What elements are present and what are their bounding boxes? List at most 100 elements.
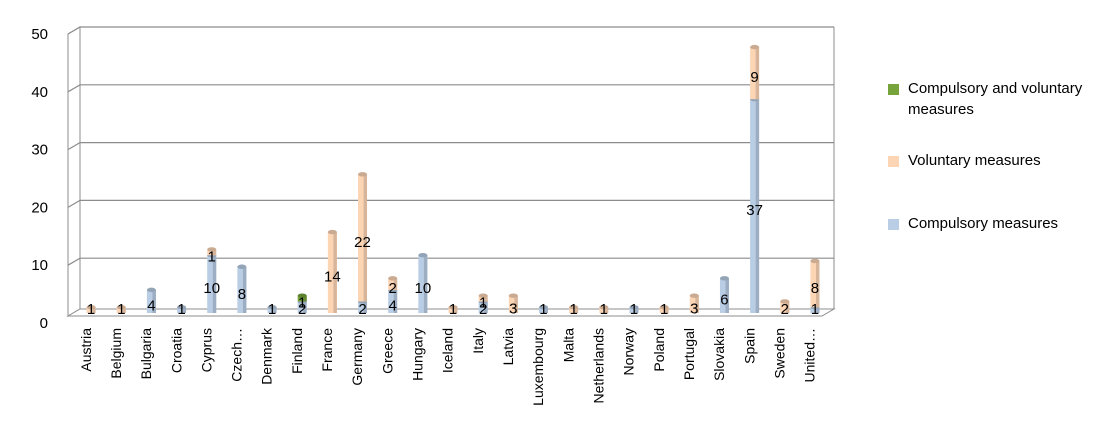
bar-body: [719, 278, 729, 313]
bar-segment-finland-compulsory-and-voluntary-measures: [297, 293, 307, 302]
bar-body: [689, 295, 699, 313]
data-label-norway-0: 1: [630, 301, 638, 318]
bar-body: [538, 307, 548, 313]
data-label-italy-1: 1: [479, 295, 487, 312]
bar-body: [327, 232, 337, 313]
data-label-denmark-0: 1: [268, 301, 276, 318]
bar-cap: [418, 253, 428, 258]
bar-segment-czech-compulsory-measures: [237, 264, 247, 313]
data-label-greece-1: 2: [389, 280, 397, 297]
x-tick-label-hungary: Hungary: [410, 328, 426, 381]
bar-cap: [569, 305, 579, 310]
bar-cap: [448, 305, 458, 310]
bar-cap: [719, 276, 729, 281]
bar-segment-greece-voluntary-measures: [388, 276, 398, 290]
x-tick-label-germany: Germany: [349, 328, 365, 386]
x-tick-label-united: United…: [802, 328, 818, 382]
y-tick-label-20: 20: [31, 199, 48, 216]
bar-shade: [695, 295, 699, 313]
bar-cap: [146, 287, 156, 293]
bar-cap: [327, 229, 337, 235]
bar-cap: [629, 305, 639, 310]
bar-segment-latvia-voluntary-measures: [508, 293, 518, 313]
bar-shade: [544, 307, 548, 313]
bar-shade: [182, 307, 187, 313]
data-label-luxembourg-0: 1: [539, 301, 547, 318]
data-label-greece-0: 4: [389, 297, 397, 314]
x-tick-label-croatia: Croatia: [168, 328, 184, 373]
bar-segment-malta-voluntary-measures: [569, 305, 579, 313]
legend-swatch-voluntary: [888, 156, 899, 167]
x-tick-label-czech: Czech…: [229, 328, 245, 382]
legend-item-compulsory: Compulsory measures: [888, 213, 1113, 234]
bar-cap: [116, 305, 126, 310]
x-tick-label-greece: Greece: [379, 328, 395, 374]
gridline-50: [67, 26, 834, 35]
bar-cap: [297, 293, 307, 298]
bar-segment-belgium-voluntary-measures: [116, 305, 126, 313]
x-tick-label-norway: Norway: [621, 328, 637, 375]
bar-segment-croatia-compulsory-measures: [177, 305, 187, 313]
data-label-spain-0: 37: [746, 202, 763, 219]
bar-shade: [604, 307, 609, 313]
x-tick-label-france: France: [319, 328, 335, 372]
bar-shade: [423, 255, 428, 313]
legend-label-compulsory: Compulsory measures: [908, 215, 1059, 232]
bar-shade: [393, 278, 398, 290]
x-tick-label-italy: Italy: [470, 328, 486, 354]
bar-segment-luxembourg-compulsory-measures: [538, 305, 548, 313]
bar-cap: [358, 172, 368, 177]
data-label-france-0: 14: [324, 269, 341, 286]
x-tick-label-austria: Austria: [78, 328, 94, 372]
legend-item-voluntary: Voluntary measures: [888, 150, 1113, 171]
y-tick-label-40: 40: [31, 84, 48, 101]
bar-body: [237, 266, 247, 313]
data-label-croatia-0: 1: [177, 301, 185, 318]
bar-body: [297, 301, 307, 313]
bar-segment-iceland-voluntary-measures: [448, 305, 458, 313]
data-label-iceland-0: 1: [449, 301, 457, 318]
bar-body: [599, 307, 609, 313]
bar-body: [297, 295, 307, 302]
bar-cap: [86, 305, 96, 310]
data-label-portugal-0: 3: [690, 300, 698, 317]
bar-cap: [267, 305, 277, 310]
bar-body: [508, 295, 518, 313]
x-tick-label-malta: Malta: [560, 328, 576, 362]
bar-shade: [514, 295, 518, 313]
x-tick-label-portugal: Portugal: [681, 328, 697, 380]
bar-segment-germany-voluntary-measures: [358, 172, 368, 302]
bar-body: [659, 307, 669, 313]
data-label-malta-0: 1: [569, 301, 577, 318]
bar-body: [418, 255, 428, 313]
bar-body: [810, 260, 820, 308]
bar-body: [267, 307, 277, 313]
bar-shade: [393, 289, 398, 313]
x-tick-label-finland: Finland: [289, 328, 305, 374]
data-label-belgium-0: 1: [117, 301, 125, 318]
data-label-germany-1: 22: [354, 234, 371, 251]
bar-segment-cyprus-voluntary-measures: [207, 247, 217, 256]
bar-cap: [538, 305, 548, 310]
data-label-cyprus-0: 10: [203, 280, 220, 297]
bar-body: [569, 307, 579, 313]
x-tick-label-sweden: Sweden: [771, 328, 787, 379]
bar-shade: [454, 307, 458, 313]
bar-shade: [816, 260, 820, 308]
x-tick-label-netherlands: Netherlands: [591, 328, 607, 404]
legend-swatch-compulsory-and-voluntary: [888, 84, 899, 95]
bar-segment-united-voluntary-measures: [810, 258, 820, 308]
bar-shade: [122, 307, 126, 313]
data-label-united-0: 1: [811, 301, 819, 318]
bar-body: [388, 289, 398, 313]
data-label-spain-1: 9: [750, 69, 758, 86]
bar-cap: [599, 305, 609, 310]
bar-body: [207, 249, 217, 256]
bar-shade: [363, 301, 368, 313]
bar-shade: [635, 307, 639, 313]
bar-shade: [303, 295, 307, 302]
data-label-bulgaria-0: 4: [147, 297, 155, 314]
legend-label-voluntary: Voluntary measures: [908, 152, 1041, 169]
bar-cap: [237, 264, 247, 269]
data-label-united-1: 8: [811, 280, 819, 297]
